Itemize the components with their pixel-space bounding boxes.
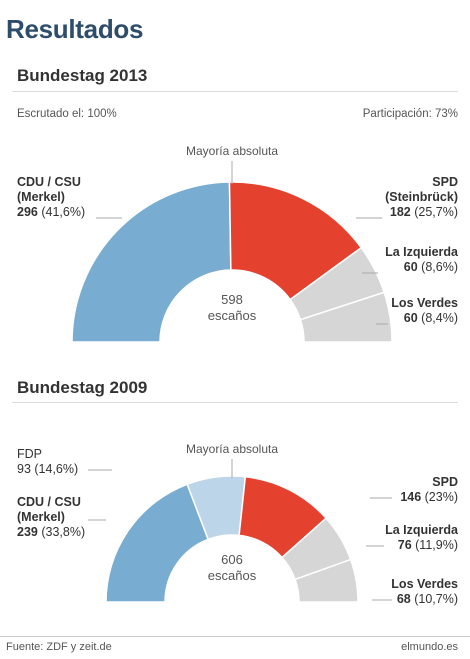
party-name: Los Verdes — [391, 296, 458, 310]
seat-count: 60 — [404, 260, 418, 274]
party-seats: 182 (25,7%) — [390, 205, 458, 219]
party-seats: 296 (41,6%) — [17, 205, 85, 219]
turnout-label: Participación: 73% — [362, 108, 458, 120]
party-name: SPD — [432, 175, 458, 189]
party-name: SPD — [432, 475, 458, 489]
party-seats: 68 (10,7%) — [397, 592, 458, 606]
chart-title-2013: Bundestag 2013 — [17, 66, 148, 85]
party-name: Los Verdes — [391, 577, 458, 591]
divider — [12, 402, 458, 403]
seat-percent: (11,9%) — [412, 538, 458, 552]
seat-percent: (14,6%) — [31, 462, 78, 476]
seat-percent: (8,6%) — [418, 260, 458, 274]
majority-label: Mayoría absoluta — [186, 144, 278, 158]
seat-slice-spd — [228, 181, 363, 301]
page-title: Resultados — [6, 14, 144, 44]
party-name: La Izquierda — [385, 245, 459, 259]
majority-label: Mayoría absoluta — [186, 442, 278, 456]
party-seats: 76 (11,9%) — [398, 538, 458, 552]
footer-divider — [0, 636, 470, 637]
party-name: CDU / CSU — [17, 175, 81, 189]
seat-percent: (33,8%) — [38, 525, 85, 539]
total-seats-value: 598 — [221, 292, 243, 307]
party-name: CDU / CSU — [17, 495, 81, 509]
seat-slice-cdu-csu — [71, 181, 232, 343]
seat-slice-los-verdes — [299, 291, 393, 343]
source-note: Fuente: ZDF y zeit.de — [6, 641, 112, 653]
party-name: FDP — [17, 447, 42, 461]
seat-slice-los-verdes — [294, 558, 359, 603]
seat-count: 93 — [17, 462, 31, 476]
divider — [12, 91, 458, 92]
party-seats: 239 (33,8%) — [17, 525, 85, 539]
legend-label-cdu-csu: CDU / CSU(Merkel)239 (33,8%) — [17, 495, 106, 539]
seat-count: 76 — [398, 538, 412, 552]
total-seats-label: escaños — [208, 308, 257, 323]
seat-count: 239 — [17, 525, 38, 539]
brand-label[interactable]: elmundo.es — [401, 641, 458, 653]
party-leader: (Merkel) — [17, 190, 65, 204]
chart-title-2009: Bundestag 2009 — [17, 378, 148, 397]
total-seats-value: 606 — [221, 552, 243, 567]
seat-percent: (10,7%) — [411, 592, 458, 606]
seat-count: 68 — [397, 592, 411, 606]
seat-percent: (25,7%) — [411, 205, 458, 219]
seat-percent: (23%) — [421, 490, 458, 504]
seat-count: 146 — [400, 490, 421, 504]
legend-label-spd: SPD(Steinbrück)182 (25,7%) — [356, 175, 458, 219]
counted-label: Escrutado el: 100% — [17, 108, 117, 120]
legend-label-cdu-csu: CDU / CSU(Merkel)296 (41,6%) — [17, 175, 122, 219]
party-seats: 93 (14,6%) — [17, 462, 78, 476]
seat-count: 296 — [17, 205, 38, 219]
seat-percent: (41,6%) — [38, 205, 85, 219]
party-leader: (Merkel) — [17, 510, 65, 524]
seat-count: 60 — [404, 311, 418, 325]
seat-percent: (8,4%) — [418, 311, 458, 325]
party-name: La Izquierda — [385, 523, 459, 537]
party-leader: (Steinbrück) — [385, 190, 458, 204]
party-seats: 60 (8,4%) — [404, 311, 458, 325]
party-seats: 146 (23%) — [400, 490, 458, 504]
seat-count: 182 — [390, 205, 411, 219]
party-seats: 60 (8,6%) — [404, 260, 458, 274]
seat-slice-cdu-csu — [105, 483, 210, 603]
total-seats-label: escaños — [208, 568, 257, 583]
